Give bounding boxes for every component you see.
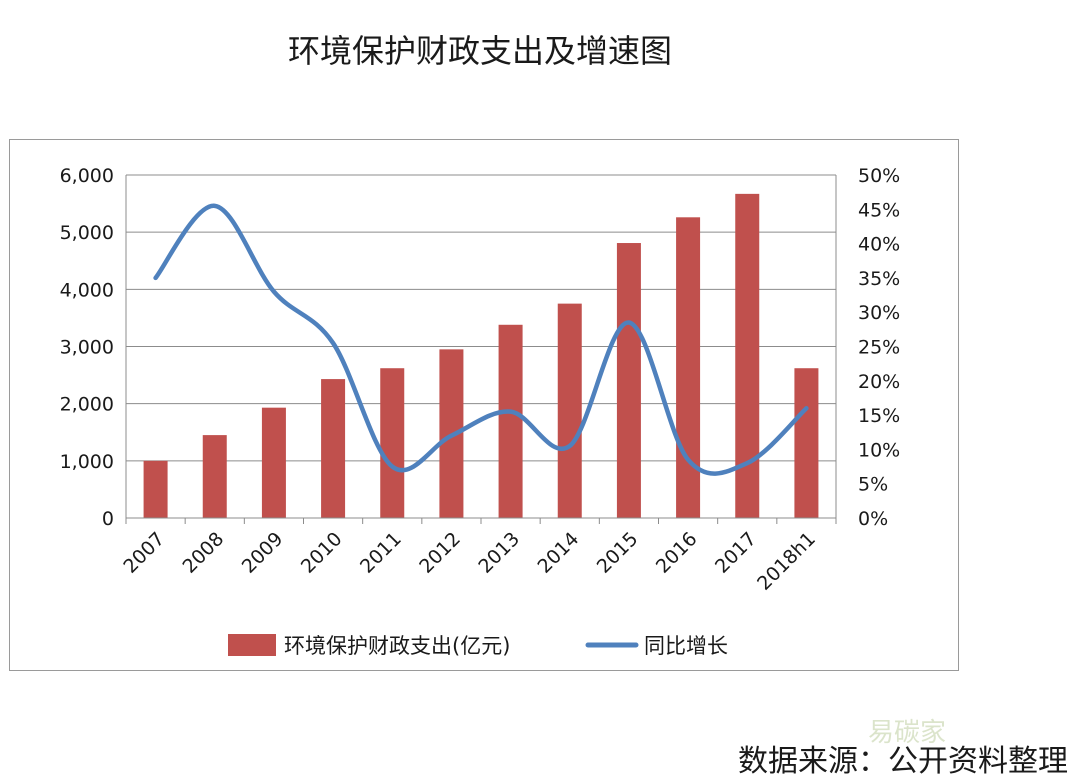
bar — [557, 303, 582, 518]
left-tick-label: 3,000 — [60, 337, 114, 359]
bar — [143, 460, 168, 518]
left-tick-label: 2,000 — [60, 394, 114, 416]
line-series — [153, 203, 809, 476]
right-tick-label: 35% — [858, 268, 900, 290]
x-tick-label: 2017 — [711, 528, 761, 578]
bar — [498, 324, 523, 518]
x-tick-label: 2011 — [356, 528, 406, 578]
source-note: 数据来源：公开资料整理 — [738, 744, 1068, 779]
left-tick-label: 1,000 — [60, 451, 114, 473]
x-tick-label: 2018h1 — [753, 528, 820, 595]
watermark: 易碳家 — [868, 718, 947, 748]
right-tick-label: 50% — [858, 165, 900, 187]
left-tick-label: 0 — [102, 508, 114, 530]
right-tick-label: 5% — [858, 474, 888, 496]
legend-label-line: 同比增长 — [644, 634, 728, 658]
x-tick-label: 2012 — [415, 528, 465, 578]
x-tick-label: 2009 — [238, 528, 288, 578]
bar — [676, 217, 701, 518]
x-tick-label: 2016 — [652, 528, 702, 578]
left-tick-label: 5,000 — [60, 222, 114, 244]
x-tick-label: 2014 — [534, 528, 584, 578]
legend: 环境保护财政支出(亿元) 同比增长 — [228, 634, 728, 658]
left-tick-label: 4,000 — [60, 279, 114, 301]
x-tick-label: 2013 — [474, 528, 524, 578]
bar — [794, 368, 819, 518]
growth-line — [153, 203, 809, 476]
bar — [616, 243, 641, 519]
bar — [380, 368, 405, 518]
x-tick-label: 2015 — [593, 528, 643, 578]
legend-swatch-bar — [228, 634, 276, 656]
gridlines — [126, 174, 836, 519]
right-tick-label: 10% — [858, 439, 900, 461]
bar — [202, 435, 227, 518]
x-tick-label: 2010 — [297, 528, 347, 578]
chart-area: 0 1,000 2,000 3,000 4,000 5,000 6,000 0% 5% 10% 15… — [9, 139, 959, 671]
bar — [735, 193, 760, 519]
right-tick-label: 20% — [858, 371, 900, 393]
bar — [321, 379, 346, 518]
chart-title: 环境保护财政支出及增速图 — [287, 32, 672, 70]
legend-label-bar: 环境保护财政支出(亿元) — [284, 634, 510, 658]
right-tick-label: 15% — [858, 405, 900, 427]
left-tick-label: 6,000 — [60, 165, 114, 187]
right-tick-label: 25% — [858, 337, 900, 359]
bar — [261, 407, 286, 518]
x-tick-label: 2007 — [119, 528, 169, 578]
right-tick-label: 30% — [858, 302, 900, 324]
x-tick-label: 2008 — [179, 528, 229, 578]
right-tick-label: 0% — [858, 508, 888, 530]
right-tick-label: 40% — [858, 234, 900, 256]
right-tick-label: 45% — [858, 199, 900, 221]
combo-chart: 0 1,000 2,000 3,000 4,000 5,000 6,000 0% 5% 10% 15… — [60, 165, 901, 658]
